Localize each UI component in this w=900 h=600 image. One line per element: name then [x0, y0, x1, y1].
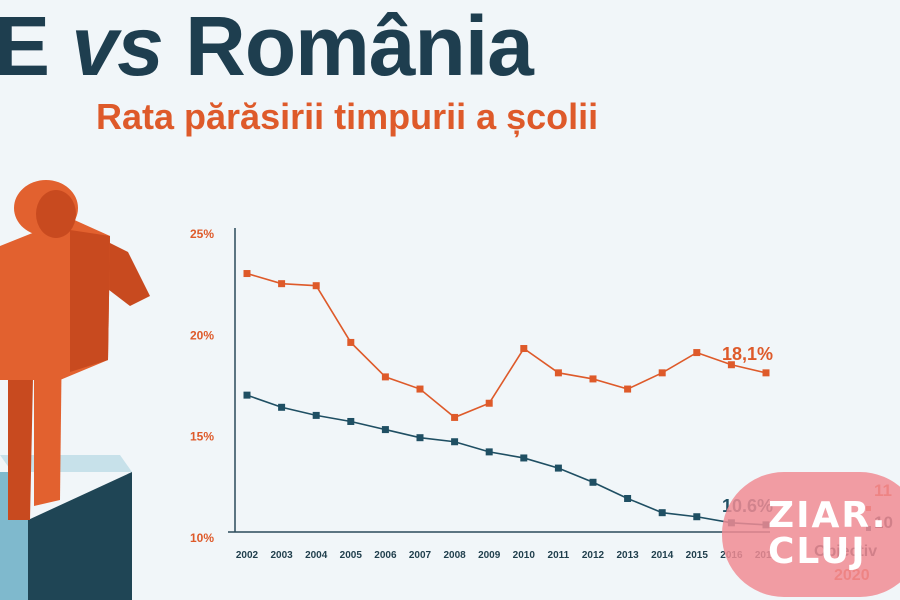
x-tick-label: 2007: [409, 550, 432, 561]
x-tick-label: 2003: [270, 550, 293, 561]
x-tick-label: 2006: [374, 550, 397, 561]
data-point-ue: [485, 448, 493, 456]
x-tick-label: 2013: [616, 550, 639, 561]
data-point-ue: [416, 434, 424, 442]
series-line-romania: [246, 272, 767, 419]
data-point-romania: [658, 369, 666, 377]
person-torso-shade: [70, 230, 110, 372]
data-point-romania: [693, 349, 701, 357]
data-point-romania: [554, 369, 562, 377]
data-point-ue: [554, 464, 562, 472]
x-tick-label: 2004: [305, 550, 328, 561]
person-head-shade: [36, 190, 76, 238]
data-point-romania: [762, 369, 770, 377]
page-subtitle: Rata părăsirii timpurii a școlii: [96, 96, 599, 137]
x-tick-label: 2010: [513, 550, 536, 561]
data-point-romania: [381, 373, 389, 381]
title-vs: vs: [71, 0, 163, 93]
watermark-badge: [722, 472, 900, 597]
x-tick-label: 2011: [548, 550, 570, 561]
data-point-romania: [347, 338, 355, 346]
watermark-text: ZIAR. CLUJ: [768, 498, 887, 570]
data-point-romania: [312, 282, 320, 290]
x-tick-label: 2002: [236, 550, 259, 561]
y-tick-label: 10%: [190, 531, 214, 545]
data-point-ue: [278, 403, 286, 411]
title-left: E: [0, 0, 50, 93]
watermark-line-2: CLUJ: [768, 531, 867, 572]
pedestal-side: [28, 472, 132, 600]
data-point-ue: [243, 391, 251, 399]
data-point-romania: [485, 399, 493, 407]
title-right: România: [185, 0, 534, 93]
page-title: E vs România: [0, 0, 534, 95]
data-point-romania: [243, 270, 251, 278]
data-point-ue: [693, 513, 701, 521]
x-tick-label: 2008: [443, 550, 466, 561]
data-point-romania: [624, 385, 632, 393]
data-point-romania: [520, 345, 528, 353]
data-point-ue: [658, 509, 666, 517]
end-label-romania: 18,1%: [722, 344, 773, 364]
x-tick-label: 2012: [582, 550, 605, 561]
data-point-romania: [451, 413, 459, 421]
person-illustration: [0, 180, 150, 600]
data-point-ue: [589, 478, 597, 486]
data-point-ue: [451, 438, 459, 446]
series-line-ue: [246, 394, 767, 526]
x-tick-label: 2009: [478, 550, 501, 561]
watermark-line-1: ZIAR.: [768, 495, 888, 536]
data-point-romania: [589, 375, 597, 383]
pedestal-top: [0, 455, 132, 472]
y-tick-label: 20%: [190, 328, 214, 342]
x-tick-label: 2015: [686, 550, 709, 561]
data-point-ue: [312, 411, 320, 419]
data-point-romania: [416, 385, 424, 393]
data-point-ue: [347, 417, 355, 425]
x-tick-label: 2005: [340, 550, 363, 561]
y-tick-label: 15%: [190, 430, 214, 444]
y-tick-label: 25%: [190, 227, 214, 241]
data-point-ue: [624, 494, 632, 502]
data-point-ue: [520, 454, 528, 462]
data-point-ue: [381, 426, 389, 434]
data-point-romania: [727, 361, 735, 369]
x-tick-label: 2014: [651, 550, 674, 561]
data-point-romania: [278, 280, 286, 288]
